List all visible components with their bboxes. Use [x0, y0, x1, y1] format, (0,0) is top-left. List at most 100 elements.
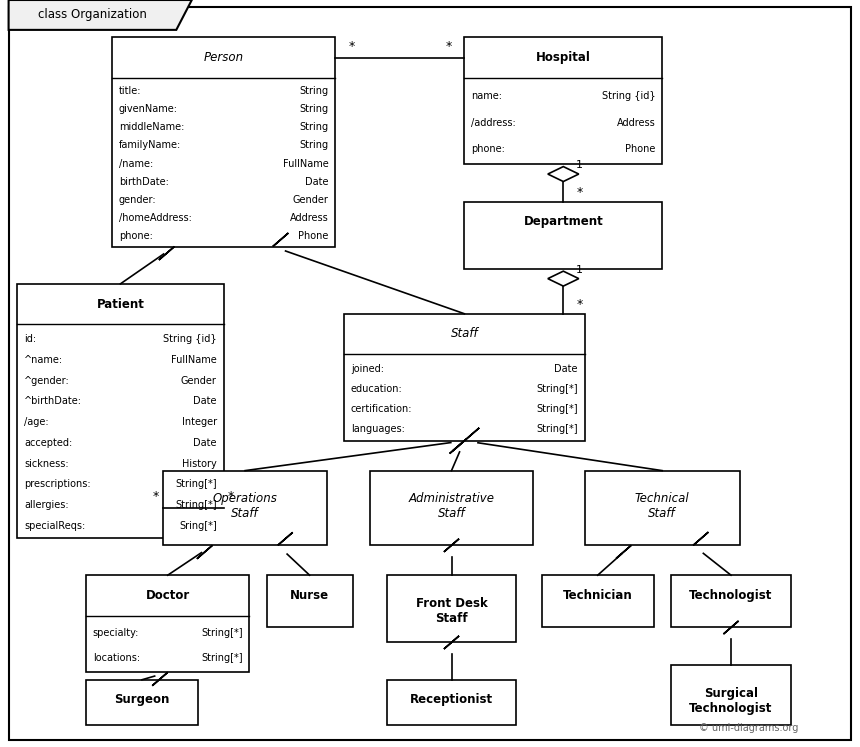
Text: Front Desk
Staff: Front Desk Staff	[415, 597, 488, 625]
Text: *: *	[153, 491, 159, 503]
Text: birthDate:: birthDate:	[119, 177, 169, 187]
Polygon shape	[548, 271, 579, 286]
Text: allergies:: allergies:	[24, 500, 69, 510]
Text: Technician: Technician	[562, 589, 633, 602]
Text: Nurse: Nurse	[290, 589, 329, 602]
Text: prescriptions:: prescriptions:	[24, 480, 90, 489]
Polygon shape	[548, 167, 579, 182]
Text: String[*]: String[*]	[537, 384, 578, 394]
Text: Technical
Staff: Technical Staff	[635, 492, 690, 521]
Bar	[464, 202, 662, 269]
Text: sickness:: sickness:	[24, 459, 69, 468]
Text: specialReqs:: specialReqs:	[24, 521, 85, 531]
Text: *: *	[348, 40, 354, 53]
Text: joined:: joined:	[351, 364, 384, 374]
Text: String: String	[299, 105, 329, 114]
Text: gender:: gender:	[119, 195, 157, 205]
Text: ^birthDate:: ^birthDate:	[24, 397, 82, 406]
Text: id:: id:	[24, 334, 36, 344]
Text: *: *	[576, 186, 582, 199]
Text: Phone: Phone	[298, 231, 329, 241]
Text: String[*]: String[*]	[175, 500, 217, 510]
Text: String[*]: String[*]	[175, 480, 217, 489]
Bar	[17, 284, 224, 538]
Text: languages:: languages:	[351, 424, 405, 434]
Text: Date: Date	[555, 364, 578, 374]
Text: phone:: phone:	[471, 144, 505, 155]
Text: String: String	[299, 86, 329, 96]
Text: Integer: Integer	[181, 417, 217, 427]
Text: History: History	[182, 459, 217, 468]
Text: Address: Address	[290, 213, 329, 223]
Text: Address: Address	[617, 117, 655, 128]
Bar	[585, 471, 740, 545]
Text: Technologist: Technologist	[690, 589, 772, 602]
Text: /homeAddress:: /homeAddress:	[119, 213, 192, 223]
Text: *: *	[576, 298, 582, 311]
Bar	[671, 575, 791, 627]
Polygon shape	[9, 0, 192, 30]
Text: title:: title:	[119, 86, 141, 96]
Text: class Organization: class Organization	[38, 8, 147, 22]
Text: © uml-diagrams.org: © uml-diagrams.org	[698, 723, 798, 734]
Text: ^name:: ^name:	[24, 355, 63, 365]
Text: /name:: /name:	[119, 158, 153, 169]
Text: FullName: FullName	[171, 355, 217, 365]
Text: FullName: FullName	[283, 158, 329, 169]
Text: Doctor: Doctor	[145, 589, 190, 602]
Bar	[370, 471, 533, 545]
Text: *: *	[228, 491, 234, 503]
Text: Gender: Gender	[292, 195, 329, 205]
Bar	[112, 37, 335, 247]
Text: Administrative
Staff: Administrative Staff	[408, 492, 494, 521]
Bar	[542, 575, 654, 627]
Text: String[*]: String[*]	[201, 627, 243, 638]
Text: education:: education:	[351, 384, 402, 394]
Bar	[344, 314, 585, 441]
Text: certification:: certification:	[351, 404, 413, 414]
Text: Department: Department	[524, 215, 603, 229]
Text: /address:: /address:	[471, 117, 516, 128]
Text: Hospital: Hospital	[536, 51, 591, 64]
Text: String {id}: String {id}	[602, 90, 655, 101]
Bar	[671, 665, 791, 725]
Text: specialty:: specialty:	[93, 627, 139, 638]
Text: Receptionist: Receptionist	[410, 693, 493, 707]
Text: Gender: Gender	[181, 376, 217, 385]
Text: name:: name:	[471, 90, 502, 101]
Text: String: String	[299, 123, 329, 132]
Text: *: *	[445, 40, 452, 53]
Text: locations:: locations:	[93, 653, 140, 663]
Text: String {id}: String {id}	[163, 334, 217, 344]
Text: Phone: Phone	[625, 144, 655, 155]
Bar	[267, 575, 353, 627]
Text: Surgical
Technologist: Surgical Technologist	[690, 686, 772, 715]
Text: Surgeon: Surgeon	[114, 693, 169, 707]
Text: givenName:: givenName:	[119, 105, 178, 114]
Text: Staff: Staff	[451, 327, 478, 341]
Bar	[387, 680, 516, 725]
Text: 1: 1	[576, 264, 583, 275]
Text: Patient: Patient	[96, 297, 144, 311]
Text: Date: Date	[194, 438, 217, 448]
Text: String[*]: String[*]	[201, 653, 243, 663]
Bar	[387, 575, 516, 642]
Text: Date: Date	[194, 397, 217, 406]
Text: Sring[*]: Sring[*]	[179, 521, 217, 531]
Text: Date: Date	[305, 177, 329, 187]
Text: accepted:: accepted:	[24, 438, 72, 448]
Text: String: String	[299, 140, 329, 150]
Text: phone:: phone:	[119, 231, 152, 241]
Text: Person: Person	[204, 51, 243, 64]
Text: String[*]: String[*]	[537, 424, 578, 434]
Bar	[86, 575, 249, 672]
Text: 1: 1	[576, 160, 583, 170]
Text: String[*]: String[*]	[537, 404, 578, 414]
Bar	[163, 471, 327, 545]
Bar	[464, 37, 662, 164]
Text: /age:: /age:	[24, 417, 49, 427]
Text: middleName:: middleName:	[119, 123, 184, 132]
Bar	[86, 680, 198, 725]
Text: familyName:: familyName:	[119, 140, 181, 150]
Text: Operations
Staff: Operations Staff	[212, 492, 278, 521]
